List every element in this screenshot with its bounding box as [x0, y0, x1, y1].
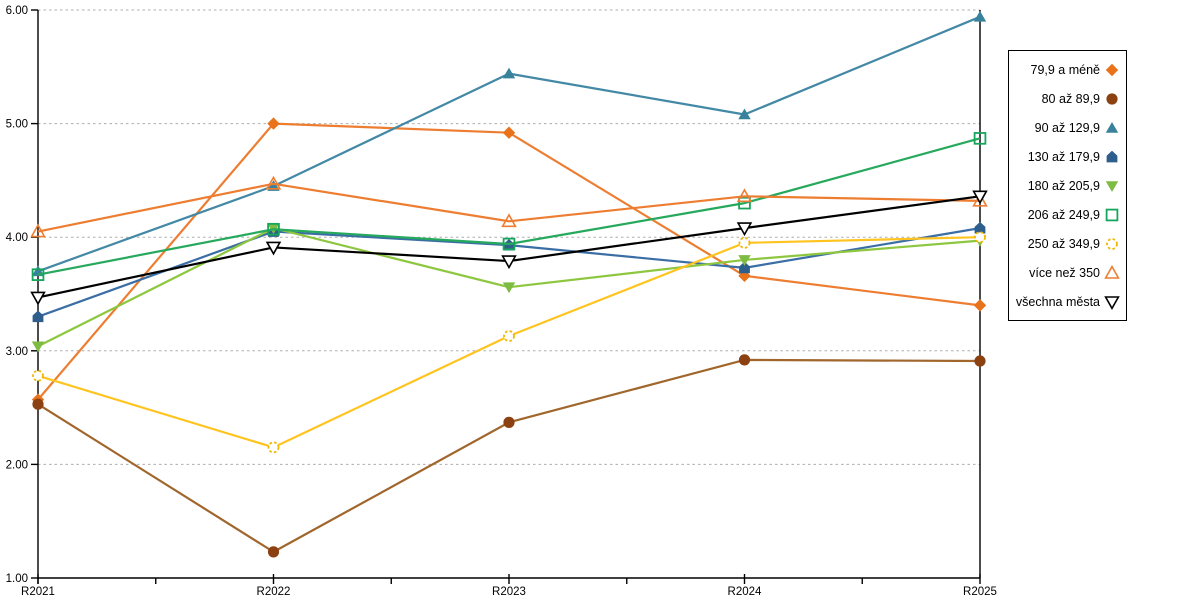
legend-item-label: 90 až 129,9 [1034, 120, 1100, 135]
legend-marker-icon [1104, 264, 1120, 279]
series-206-a-249-9 [31, 132, 987, 281]
legend-marker-icon [1105, 121, 1119, 133]
data-point-marker [1105, 63, 1119, 76]
data-point-marker [974, 355, 986, 367]
data-point-marker [738, 236, 751, 249]
data-point-marker [502, 126, 516, 139]
series-v-echna-m-sta [30, 190, 988, 306]
data-point-marker [738, 354, 751, 366]
legend-item-180-a-205-9: 180 až 205,9 [1009, 178, 1126, 194]
data-point-marker [974, 231, 986, 244]
data-point-marker [736, 222, 753, 237]
data-point-marker [1106, 237, 1118, 250]
legend-marker-icon [1104, 295, 1120, 310]
series-line [37, 358, 981, 553]
legend-item-v-ce-ne-350: více než 350 [1009, 264, 1126, 281]
x-axis-tick-label: R2021 [21, 586, 55, 598]
data-point-marker [1106, 92, 1118, 105]
data-point-marker [502, 282, 516, 294]
data-point-marker [973, 10, 987, 22]
legend-marker-icon [1106, 150, 1118, 162]
data-point-marker [502, 237, 516, 251]
y-axis-tick-label: 4.00 [6, 232, 28, 244]
data-point-marker [501, 213, 517, 228]
data-point-marker [32, 398, 44, 410]
data-point-marker [265, 175, 282, 190]
data-point-marker [31, 341, 45, 353]
y-axis-tick-label: 2.00 [6, 459, 28, 471]
legend-item-250-a-349-9: 250 až 349,9 [1009, 236, 1126, 252]
data-point-marker [501, 255, 517, 270]
data-point-marker [738, 255, 751, 266]
data-point-marker [1105, 121, 1119, 133]
x-axis-tick-label: R2024 [728, 586, 762, 598]
legend-item-label: 206 až 249,9 [1027, 207, 1100, 222]
data-point-marker [267, 441, 280, 454]
data-point-marker [973, 132, 987, 145]
data-point-marker [1106, 150, 1118, 162]
legend-item-label: 180 až 205,9 [1027, 178, 1100, 193]
data-point-marker [267, 546, 280, 558]
data-point-marker [1104, 295, 1120, 310]
data-point-marker [972, 192, 988, 207]
series-90-a-129-9 [31, 10, 987, 277]
data-point-marker [267, 117, 280, 130]
legend-marker-icon [1105, 63, 1119, 76]
legend-item-label: 80 až 89,9 [1041, 91, 1100, 106]
data-point-marker [972, 190, 988, 205]
data-point-marker [739, 261, 750, 274]
data-point-marker [267, 222, 280, 236]
x-axis-tick-label: R2022 [257, 586, 291, 598]
legend-item-79-9-a-m-n: 79,9 a méně [1009, 62, 1126, 78]
legend-item-label: více než 350 [1029, 265, 1100, 280]
chart-legend: 79,9 a méně 80 až 89,9 90 až 129,9 130 až 1… [1008, 50, 1127, 321]
y-axis-tick-label: 1.00 [6, 573, 28, 585]
data-point-marker [32, 369, 44, 382]
data-point-marker [503, 416, 515, 428]
legend-item-label: všechna města [1015, 294, 1100, 309]
data-point-marker [1105, 180, 1119, 192]
series-80-a-89-9 [32, 354, 986, 558]
legend-item-206-a-249-9: 206 až 249,9 [1009, 207, 1126, 223]
legend-marker-icon [1106, 237, 1118, 250]
data-point-marker [1105, 208, 1119, 221]
x-axis-tick-label: R2023 [492, 586, 526, 598]
legend-item-label: 79,9 a méně [1030, 62, 1101, 77]
legend-item-130-a-179-9: 130 až 179,9 [1009, 149, 1126, 165]
series-250-a-349-9 [32, 231, 986, 454]
series-line [37, 137, 981, 276]
legend-item-label: 130 až 179,9 [1027, 149, 1100, 164]
data-point-marker [503, 330, 515, 342]
y-axis-tick-label: 5.00 [6, 119, 28, 131]
data-point-marker [30, 223, 46, 238]
legend-item-90-a-129-9: 90 až 129,9 [1009, 120, 1126, 136]
data-point-marker [265, 241, 282, 256]
series-line [37, 182, 981, 233]
x-axis-tick-label: R2025 [963, 586, 997, 598]
legend-item-80-a-89-9: 80 až 89,9 [1009, 91, 1126, 107]
data-point-marker [502, 67, 516, 79]
data-point-marker [738, 108, 751, 120]
data-point-marker [973, 299, 987, 312]
legend-marker-icon [1105, 208, 1119, 221]
y-axis-tick-label: 6.00 [6, 5, 28, 17]
data-point-marker [32, 310, 44, 323]
legend-marker-icon [1105, 180, 1119, 192]
data-point-marker [974, 221, 986, 234]
data-point-marker [30, 291, 46, 306]
data-point-marker [1104, 264, 1120, 279]
axes: 1.00 2.00 3.00 4.00 5.00 6.00 R2021 R2022 R2023 R… [6, 5, 997, 598]
data-point-marker [738, 196, 751, 210]
legend-item-label: 250 až 349,9 [1027, 236, 1100, 251]
y-axis-tick-label: 3.00 [6, 346, 28, 358]
legend-marker-icon [1106, 92, 1118, 105]
data-point-marker [736, 188, 753, 203]
data-point-marker [31, 268, 45, 281]
legend-item-v-echna-m-sta: všechna města [1009, 294, 1126, 310]
series-v-ce-ne-350 [30, 175, 988, 238]
